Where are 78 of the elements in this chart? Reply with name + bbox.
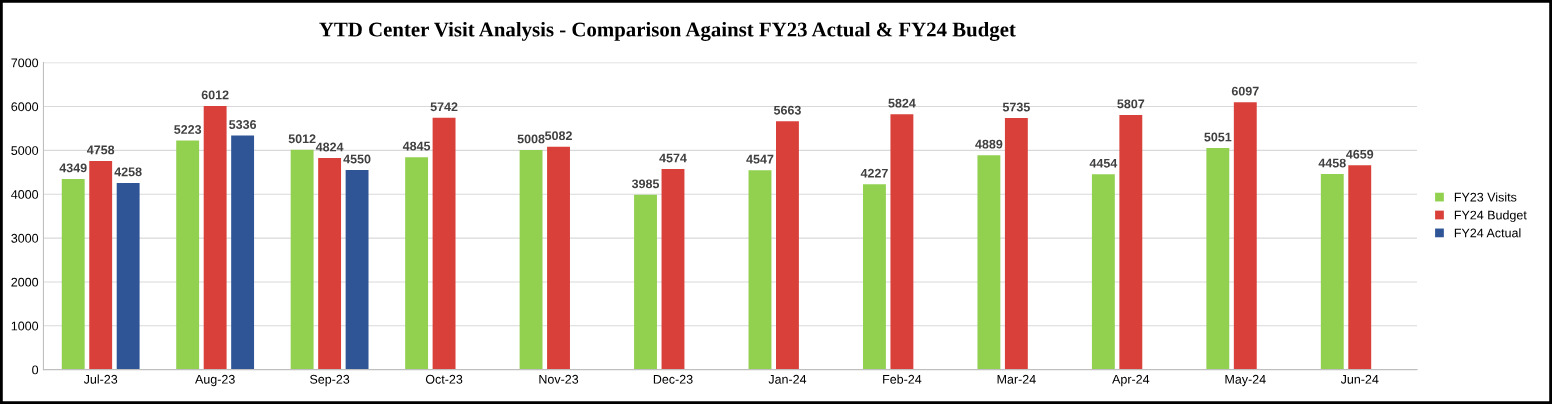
data-label: 5008 — [517, 134, 545, 144]
data-label: 6012 — [201, 90, 229, 100]
data-label: 5051 — [1204, 132, 1232, 142]
data-label: 4845 — [402, 141, 431, 151]
bar — [661, 169, 685, 370]
bar — [1348, 165, 1372, 370]
y-tick-label: 2000 — [11, 277, 39, 287]
data-label: 4458 — [1318, 158, 1346, 168]
bar — [977, 155, 1001, 370]
bar — [748, 170, 772, 370]
x-tick-label: Nov-23 — [539, 374, 579, 384]
bar — [61, 178, 85, 370]
y-tick-label: 4000 — [11, 190, 39, 199]
data-label: 5735 — [1002, 102, 1030, 112]
data-label: 4227 — [860, 168, 888, 178]
data-label: 5742 — [430, 102, 458, 112]
y-tick-label: 5000 — [11, 146, 39, 155]
bar — [345, 170, 369, 370]
x-tick-label: Jun-24 — [1340, 374, 1379, 384]
bar — [318, 158, 342, 370]
data-label: 4349 — [59, 163, 87, 173]
bar — [1119, 114, 1143, 370]
bar — [116, 182, 140, 370]
bar — [1320, 174, 1344, 370]
data-label: 4824 — [315, 142, 344, 152]
data-label: 5824 — [888, 98, 916, 108]
bar — [432, 117, 456, 370]
y-tick-label: 3000 — [11, 233, 39, 243]
x-tick-label: Aug-23 — [195, 374, 235, 387]
bar — [231, 135, 255, 370]
bar — [89, 160, 113, 370]
data-label: 4574 — [659, 153, 687, 163]
data-label: 4758 — [86, 145, 115, 155]
bar — [176, 140, 200, 370]
bar — [547, 146, 570, 370]
x-tick-label: Jul-23 — [83, 374, 118, 384]
legend-label: FY23 Visits — [1454, 192, 1517, 202]
data-label: 4889 — [975, 139, 1003, 149]
bar — [1233, 102, 1257, 370]
bar — [203, 105, 227, 370]
bar — [890, 114, 914, 370]
x-tick-label: Sep-23 — [310, 374, 350, 387]
bar — [776, 121, 799, 370]
data-label: 4454 — [1089, 158, 1118, 168]
y-tick-label: 1000 — [11, 321, 39, 331]
y-tick-label: 6000 — [11, 102, 39, 112]
x-tick-label: Dec-23 — [653, 374, 693, 384]
bar — [519, 149, 543, 370]
x-tick-label: Apr-24 — [1112, 374, 1150, 387]
y-tick-label: 0 — [32, 365, 39, 375]
data-label: 4550 — [343, 154, 371, 164]
x-tick-label: Mar-24 — [997, 374, 1036, 384]
legend-label: FY24 Actual — [1454, 228, 1521, 238]
bar — [1206, 148, 1230, 370]
chart-title: YTD Center Visit Analysis - Comparison Against FY23 Actual & FY24 Budget — [319, 21, 1016, 41]
data-label: 5336 — [229, 120, 257, 129]
data-label: 4659 — [1346, 149, 1374, 159]
x-tick-label: Oct-23 — [425, 374, 463, 384]
bar — [862, 184, 886, 370]
data-label: 4258 — [114, 167, 142, 177]
x-tick-label: Jan-24 — [768, 374, 807, 384]
data-label: 3985 — [631, 179, 660, 189]
bar — [634, 194, 657, 370]
bar — [1004, 118, 1028, 370]
legend-label: FY24 Budget — [1454, 210, 1527, 222]
bar — [405, 157, 429, 370]
data-label: 5807 — [1117, 99, 1145, 109]
data-label: 5012 — [288, 134, 316, 144]
data-label: 5082 — [545, 131, 572, 141]
data-label: 5223 — [174, 125, 202, 134]
data-label: 4547 — [746, 154, 774, 164]
x-tick-label: May-24 — [1225, 374, 1266, 387]
bar — [1091, 174, 1115, 370]
data-label: 6097 — [1231, 86, 1259, 96]
bar — [290, 149, 314, 370]
data-label: 5663 — [773, 105, 801, 115]
y-tick-label: 7000 — [11, 58, 39, 68]
x-tick-label: Feb-24 — [883, 374, 922, 384]
